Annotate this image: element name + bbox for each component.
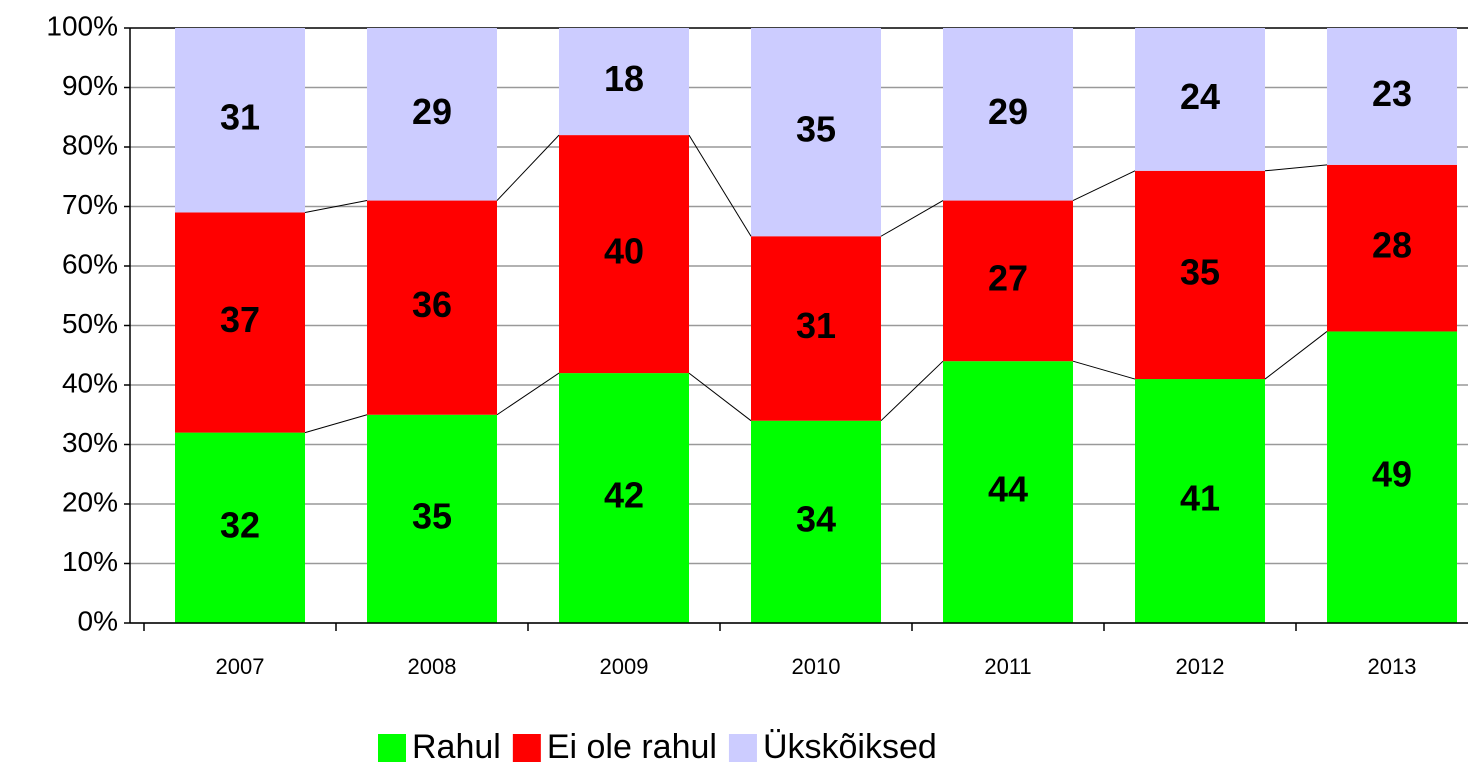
data-label: 35 — [1180, 251, 1220, 292]
x-tick-label: 2010 — [792, 654, 841, 679]
y-tick-label: 20% — [62, 486, 118, 517]
x-tick-label: 2013 — [1368, 654, 1417, 679]
data-label: 29 — [412, 91, 452, 132]
data-label: 31 — [796, 305, 836, 346]
data-label: 23 — [1372, 73, 1412, 114]
bar-segment — [559, 135, 689, 374]
series-line — [1264, 331, 1328, 380]
bar-segment — [367, 414, 497, 623]
series-line — [304, 200, 368, 213]
legend-label: Ei ole rahul — [547, 728, 717, 766]
y-tick-label: 70% — [62, 189, 118, 220]
x-tick-label: 2008 — [408, 654, 457, 679]
y-tick-label: 60% — [62, 248, 118, 279]
x-tick-label: 2007 — [216, 654, 265, 679]
series-line — [1072, 360, 1136, 380]
data-label: 41 — [1180, 478, 1220, 519]
data-label: 40 — [604, 231, 644, 272]
bar-segment — [1327, 164, 1457, 332]
series-line — [1072, 170, 1136, 202]
legend-label: Ükskõiksed — [763, 728, 937, 766]
data-label: 35 — [412, 495, 452, 536]
y-tick-label: 50% — [62, 308, 118, 339]
data-label: 29 — [988, 91, 1028, 132]
bar-segment — [559, 373, 689, 623]
bar-segment — [175, 212, 305, 433]
y-tick-label: 10% — [62, 546, 118, 577]
data-label: 18 — [604, 58, 644, 99]
bar-segment — [1135, 28, 1265, 171]
x-tick-label: 2009 — [600, 654, 649, 679]
bar-segment — [559, 28, 689, 136]
bar-segment — [175, 432, 305, 623]
y-tick-label: 40% — [62, 367, 118, 398]
series-line — [304, 414, 368, 434]
data-label: 31 — [220, 97, 260, 138]
bar-segment — [175, 28, 305, 213]
x-tick-label: 2011 — [984, 654, 1031, 679]
legend-swatch — [378, 734, 406, 762]
bar-segment — [1135, 170, 1265, 380]
bar-segment — [943, 28, 1073, 201]
bar-segment — [1327, 331, 1457, 623]
series-line — [688, 134, 752, 237]
legend-swatch — [728, 734, 757, 762]
bar-segment — [367, 200, 497, 415]
bar-segment — [367, 28, 497, 201]
series-line — [688, 372, 752, 422]
bar-segment — [943, 200, 1073, 362]
bar-segment — [1327, 28, 1457, 165]
data-label: 37 — [220, 299, 260, 340]
y-tick-label: 90% — [62, 70, 118, 101]
series-line — [496, 134, 560, 201]
y-tick-label: 100% — [46, 10, 118, 41]
bar-segment — [751, 28, 881, 237]
series-line — [880, 360, 944, 422]
legend-swatch — [512, 734, 541, 762]
data-label: 35 — [796, 109, 836, 150]
data-label: 28 — [1372, 225, 1412, 266]
data-label: 34 — [796, 498, 836, 539]
data-label: 27 — [988, 257, 1028, 298]
data-label: 36 — [412, 284, 452, 325]
data-label: 49 — [1372, 454, 1412, 495]
y-tick-label: 0% — [78, 605, 118, 636]
data-label: 24 — [1180, 76, 1220, 117]
x-tick-label: 2012 — [1176, 654, 1225, 679]
legend-label: Rahul — [412, 728, 501, 766]
series-line — [880, 200, 944, 237]
y-tick-label: 80% — [62, 129, 118, 160]
bar-segment — [1135, 379, 1265, 623]
data-label: 42 — [604, 475, 644, 516]
data-label: 32 — [220, 504, 260, 545]
data-label: 44 — [988, 469, 1028, 510]
series-line — [496, 372, 560, 416]
series-line — [1264, 164, 1328, 172]
y-tick-label: 30% — [62, 427, 118, 458]
bar-segment — [751, 420, 881, 623]
bar-segment — [943, 361, 1073, 623]
bar-segment — [751, 236, 881, 421]
